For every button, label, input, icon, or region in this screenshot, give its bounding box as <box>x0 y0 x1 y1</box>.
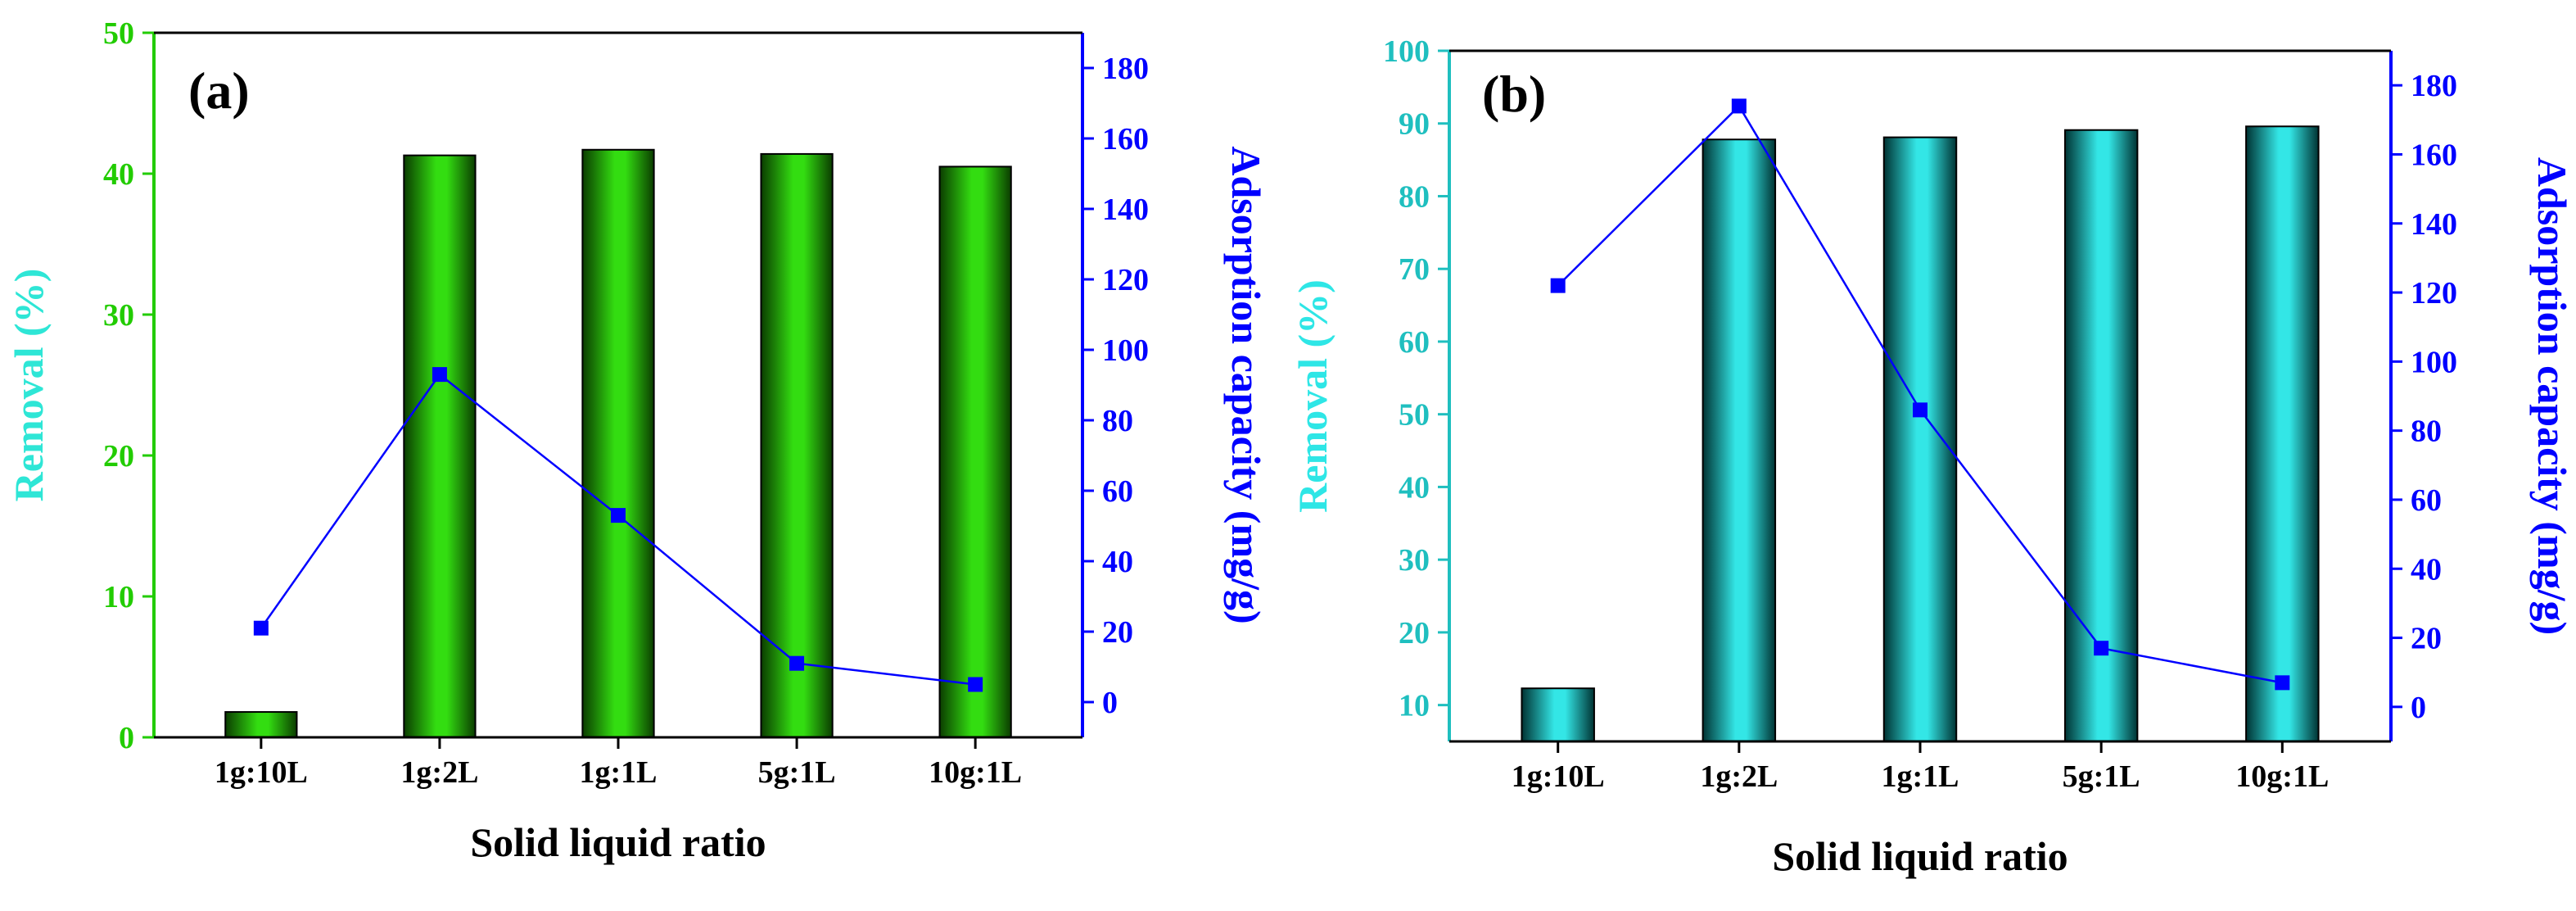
left-tick-label: 20 <box>103 439 134 474</box>
right-axis-title: Adsorption capacity (mg/g) <box>2529 157 2575 635</box>
left-tick-label: 20 <box>1399 616 1430 650</box>
capacity-point-1g:1L <box>611 508 626 523</box>
x-tick-label: 10g:1L <box>2235 759 2329 794</box>
right-tick-label: 40 <box>2411 552 2442 587</box>
x-tick-label: 1g:2L <box>400 755 478 790</box>
right-tick-label: 80 <box>2411 415 2442 449</box>
chart-panel-b: 10 20 30 40 50 60 70 80 90 100 0 20 40 60 80 100 120 140 1… <box>1290 34 2575 879</box>
left-tick-label: 90 <box>1399 107 1430 142</box>
x-tick-label: 5g:1L <box>758 755 836 790</box>
right-tick-label: 120 <box>2411 276 2457 310</box>
right-tick-label: 80 <box>1102 404 1133 438</box>
left-tick-label: 60 <box>1399 325 1430 360</box>
x-tick-label: 1g:1L <box>1882 759 1959 794</box>
right-tick-label: 60 <box>2411 483 2442 518</box>
x-tick-label: 1g:10L <box>215 755 308 790</box>
capacity-point-10g:1L <box>2275 675 2290 691</box>
bar-1g:10L <box>224 711 298 738</box>
left-tick-label: 40 <box>103 157 134 192</box>
x-tick-label: 1g:1L <box>580 755 658 790</box>
right-axis-title: Adsorption capacity (mg/g) <box>1223 146 1269 623</box>
right-tick-label: 140 <box>2411 207 2457 242</box>
left-tick-label: 10 <box>103 580 134 614</box>
right-tick-label: 180 <box>2411 69 2457 103</box>
right-tick-label: 100 <box>1102 333 1149 368</box>
bar-10g:1L <box>2245 125 2320 742</box>
capacity-point-10g:1L <box>968 677 983 692</box>
right-tick-label: 0 <box>2411 691 2426 725</box>
capacity-point-5g:1L <box>2094 641 2109 656</box>
left-tick-label: 40 <box>1399 470 1430 505</box>
bar-10g:1L <box>938 165 1012 738</box>
bar-1g:2L <box>403 154 477 738</box>
left-tick-label: 50 <box>103 16 134 51</box>
right-tick-label: 20 <box>2411 622 2442 656</box>
bar-1g:1L <box>581 148 655 738</box>
right-tick-label: 20 <box>1102 615 1133 650</box>
panel-label: (a) <box>188 61 250 120</box>
right-tick-label: 140 <box>1102 193 1149 227</box>
x-tick-label: 1g:2L <box>1700 759 1778 794</box>
x-axis-title: Solid liquid ratio <box>1772 833 2068 879</box>
bar-5g:1L <box>760 152 834 739</box>
left-tick-label: 30 <box>1399 543 1430 578</box>
right-tick-label: 100 <box>2411 345 2457 379</box>
left-tick-label: 0 <box>119 721 134 755</box>
right-tick-label: 180 <box>1102 52 1149 86</box>
capacity-point-1g:10L <box>253 620 269 636</box>
x-tick-label: 1g:10L <box>1512 759 1605 794</box>
left-axis-title: Removal (%) <box>1290 279 1335 513</box>
left-axis-title: Removal (%) <box>6 269 52 502</box>
capacity-point-1g:2L <box>1731 98 1747 114</box>
right-tick-label: 40 <box>1102 545 1133 579</box>
right-tick-label: 60 <box>1102 474 1133 509</box>
left-tick-label: 80 <box>1399 179 1430 214</box>
capacity-point-5g:1L <box>789 655 805 671</box>
left-tick-label: 30 <box>103 298 134 333</box>
x-tick-label: 10g:1L <box>929 755 1022 790</box>
left-tick-label: 10 <box>1399 689 1430 723</box>
right-tick-label: 160 <box>2411 138 2457 172</box>
right-tick-label: 120 <box>1102 263 1149 297</box>
capacity-point-1g:10L <box>1550 278 1566 293</box>
bar-1g:10L <box>1521 687 1595 742</box>
x-tick-label: 5g:1L <box>2063 759 2140 794</box>
right-tick-label: 0 <box>1102 686 1118 720</box>
capacity-point-1g:2L <box>432 367 447 383</box>
panel-label: (b) <box>1482 65 1546 123</box>
x-axis-title: Solid liquid ratio <box>470 819 766 865</box>
left-tick-label: 50 <box>1399 398 1430 433</box>
left-tick-label: 70 <box>1399 252 1430 287</box>
right-tick-label: 160 <box>1102 122 1149 156</box>
capacity-point-1g:1L <box>1913 402 1927 418</box>
left-tick-label: 100 <box>1383 34 1430 69</box>
bar-1g:1L <box>1882 136 1958 742</box>
bar-1g:2L <box>1702 138 1777 742</box>
chart-panel-a: 0 10 20 30 40 50 0 20 40 60 80 100 120 140 160 180 1g:10… <box>6 16 1269 865</box>
